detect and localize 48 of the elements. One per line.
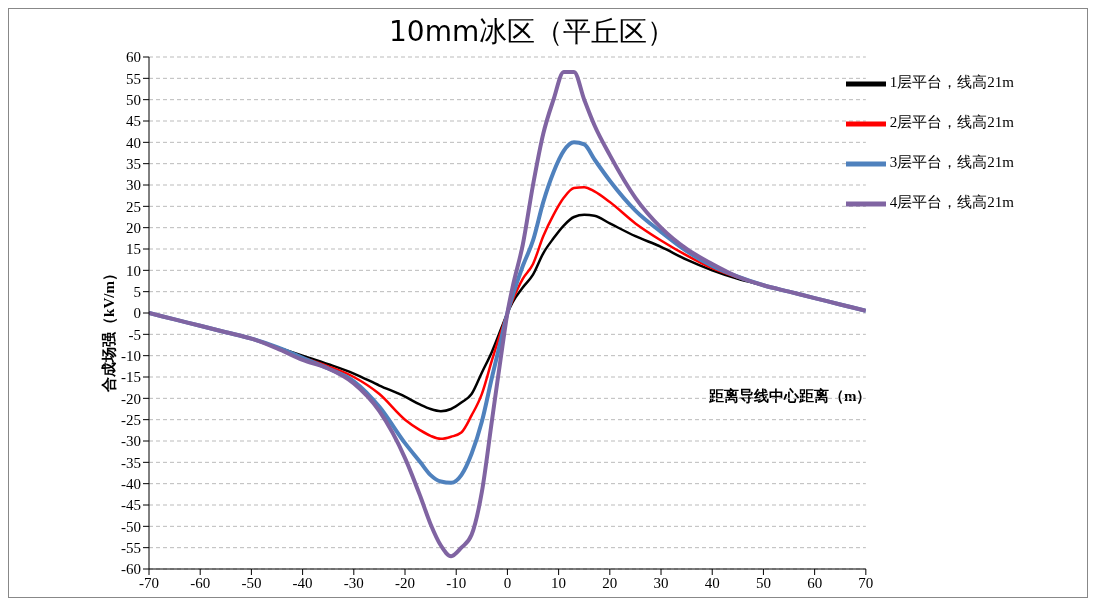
y-tick-label: 50 <box>126 91 141 108</box>
y-tick-label: 0 <box>133 305 141 322</box>
y-tick-label: 10 <box>126 262 141 279</box>
line-series <box>149 69 866 559</box>
y-tick-label: -60 <box>121 561 141 578</box>
y-tick-label: -30 <box>121 433 141 450</box>
y-tick-label: -15 <box>121 369 141 386</box>
x-tick-label: 30 <box>653 574 669 591</box>
y-tick-label: 15 <box>126 241 141 258</box>
chart-title: 10mm冰区（平丘区） <box>389 14 676 50</box>
x-tick-label: -70 <box>139 574 159 591</box>
y-tick-label: -55 <box>121 539 141 556</box>
x-tick-label: 20 <box>602 574 618 591</box>
y-tick-label: 55 <box>126 70 141 87</box>
legend-label: 1层平台，线高21m <box>889 74 1014 91</box>
y-tick-label: 20 <box>126 219 141 236</box>
x-tick-label: -30 <box>343 574 364 591</box>
x-tick-label: 70 <box>858 574 874 591</box>
y-tick-label: 5 <box>133 283 141 300</box>
y-tick-label: -45 <box>121 497 141 514</box>
y-tick-label: -20 <box>121 390 141 407</box>
y-tick-label: 45 <box>126 113 141 130</box>
legend-label: 2层平台，线高21m <box>889 114 1014 131</box>
x-tick-label: 60 <box>807 574 823 591</box>
legend-label: 4层平台，线高21m <box>889 194 1014 211</box>
x-tick-label: -40 <box>292 574 313 591</box>
y-tick-label: 35 <box>126 155 141 172</box>
x-tick-label: -60 <box>190 574 211 591</box>
x-tick-label: -20 <box>395 574 416 591</box>
y-tick-label: -10 <box>121 347 141 364</box>
x-tick-label: -10 <box>446 574 467 591</box>
x-tick-label: 0 <box>503 574 512 591</box>
y-tick-label: -50 <box>121 518 141 535</box>
y-axis-title: 合成场强（kV/m） <box>99 266 118 392</box>
y-tick-label: -25 <box>121 411 141 428</box>
y-tick-label: -35 <box>121 454 141 471</box>
x-axis-title: 距离导线中心距离（m） <box>709 387 872 406</box>
y-tick-label: 40 <box>126 134 141 151</box>
x-tick-label: 10 <box>551 574 567 591</box>
x-tick-label: -50 <box>241 574 262 591</box>
y-tick-label: 25 <box>126 198 141 215</box>
x-tick-label: 50 <box>755 574 771 591</box>
y-tick-label: -40 <box>121 475 141 492</box>
legend-label: 3层平台，线高21m <box>889 154 1014 171</box>
y-tick-label: 30 <box>126 177 141 194</box>
x-tick-label: 40 <box>704 574 720 591</box>
y-tick-label: -5 <box>128 326 141 343</box>
y-tick-label: 60 <box>126 49 141 66</box>
